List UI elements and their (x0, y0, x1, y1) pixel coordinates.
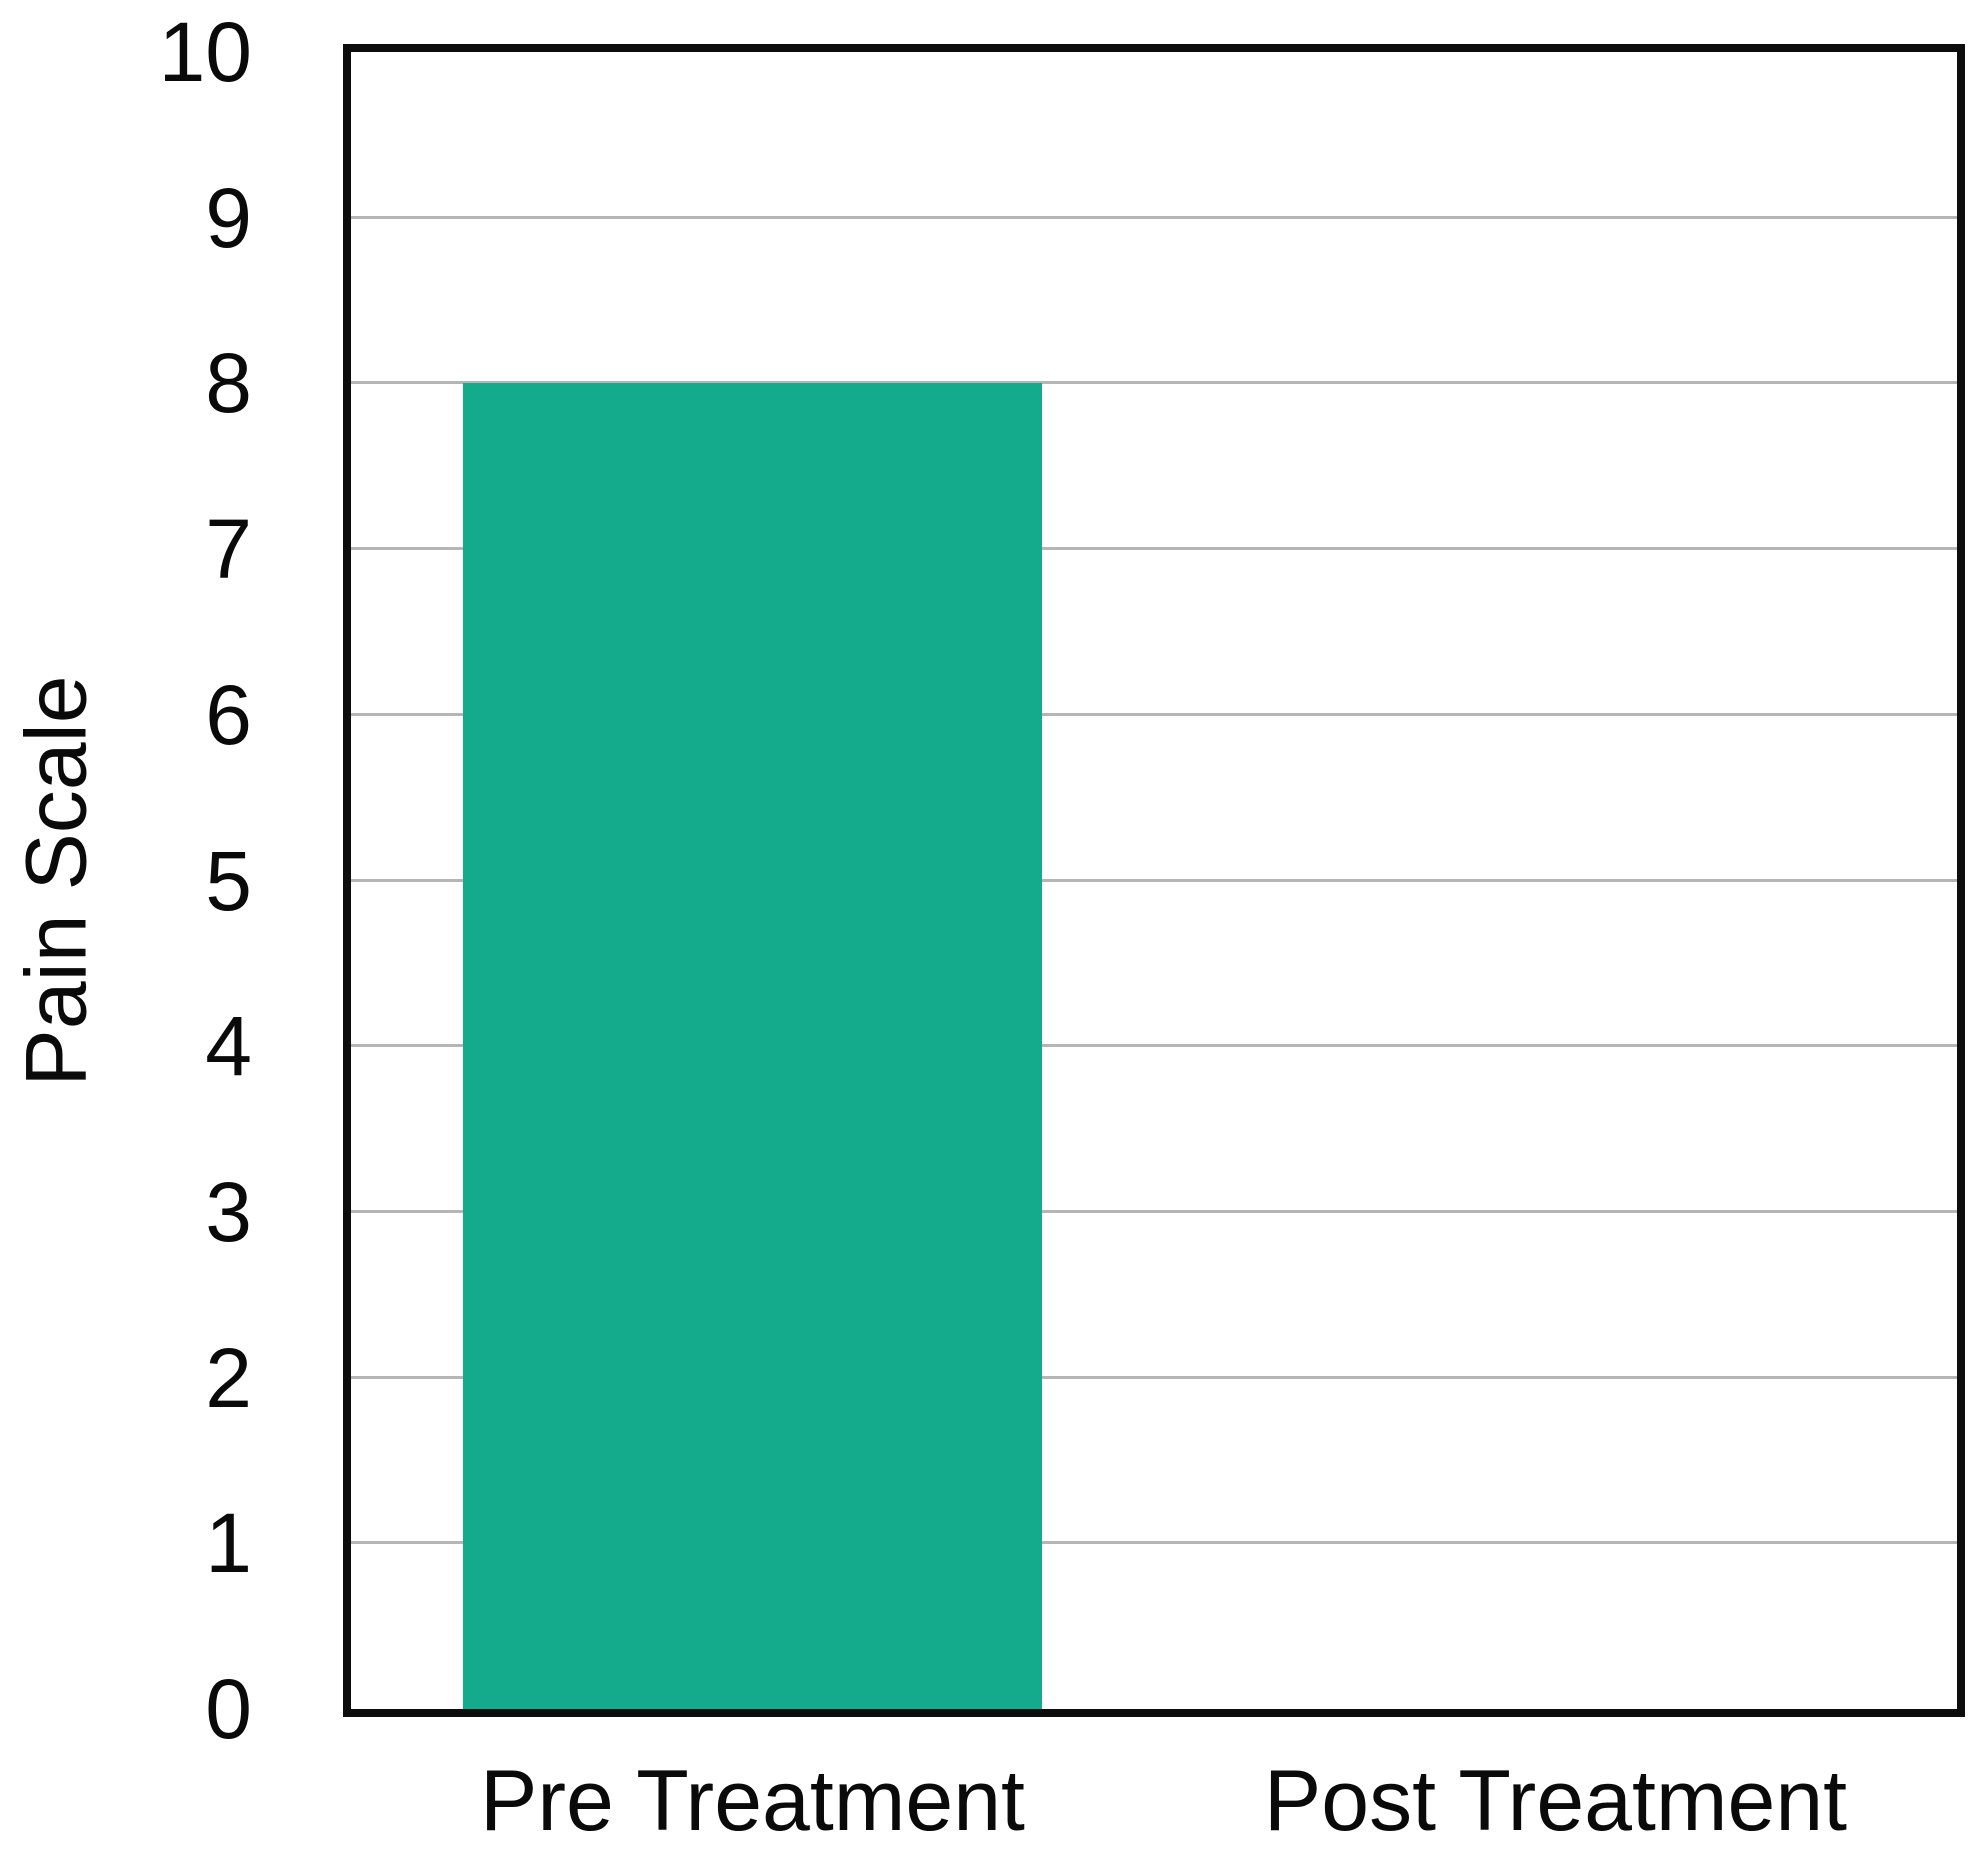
gridline (351, 878, 1957, 882)
bar-pre-treatment (463, 383, 1042, 1709)
y-axis-tick-labels: 0 1 2 3 4 5 6 7 8 9 10 (0, 10, 252, 1751)
gridline (351, 215, 1957, 219)
y-tick-label: 6 (205, 667, 252, 762)
gridline (351, 1209, 1957, 1213)
gridline (351, 547, 1957, 551)
y-tick-label: 4 (205, 999, 252, 1094)
y-tick-label: 7 (205, 502, 252, 597)
gridline (351, 1044, 1957, 1048)
x-category-label-post-treatment: Post Treatment (1263, 1753, 1848, 1849)
gridline (351, 381, 1957, 385)
x-axis-category-labels: Pre Treatment Post Treatment (351, 1752, 1957, 1851)
x-category-label-pre-treatment: Pre Treatment (480, 1753, 1025, 1849)
y-tick-label: 3 (205, 1164, 252, 1259)
y-tick-label: 2 (205, 1330, 252, 1425)
plot-area (343, 44, 1965, 1717)
y-tick-label: 5 (205, 833, 252, 928)
y-tick-label: 9 (205, 170, 252, 265)
gridline (351, 712, 1957, 716)
gridline (351, 1541, 1957, 1545)
y-tick-label: 1 (205, 1496, 252, 1591)
y-tick-label: 0 (205, 1662, 252, 1756)
y-tick-label: 10 (158, 5, 252, 99)
gridline (351, 1375, 1957, 1379)
y-tick-label: 8 (205, 336, 252, 431)
